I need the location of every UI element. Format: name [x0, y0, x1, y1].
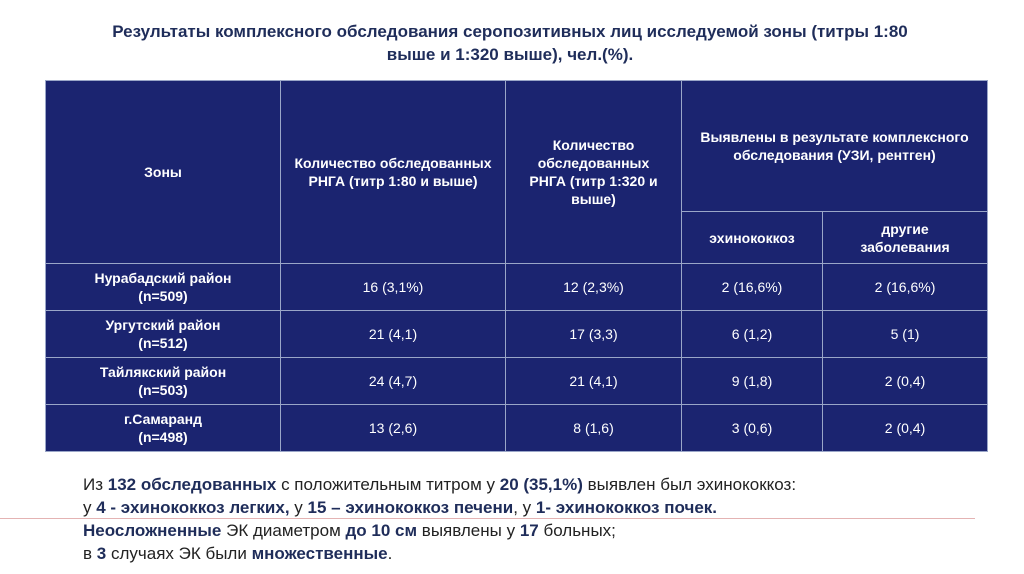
note-text: случаях ЭК были	[106, 544, 252, 563]
slide-title: Результаты комплексного обследования сер…	[112, 22, 908, 64]
data-cell: 21 (4,1)	[280, 310, 506, 358]
data-cell: 21 (4,1)	[505, 357, 682, 405]
note-text: , у	[513, 498, 536, 517]
zone-line: Ургутский район	[105, 317, 221, 333]
note-text: 15 – эхинококкоз печени	[307, 498, 514, 517]
data-cell: 12 (2,3%)	[505, 263, 682, 311]
zone-cell: Нурабадский район (n=509)	[45, 263, 281, 311]
divider	[0, 518, 975, 519]
note-line: Из 132 обследованных с положительным тит…	[83, 473, 796, 496]
data-cell: 24 (4,7)	[280, 357, 506, 405]
data-cell: 2 (16,6%)	[821, 263, 989, 311]
zone-cell: Тайлякский район (n=503)	[45, 357, 281, 405]
note-text: выявлен был эхинококкоз:	[582, 475, 797, 494]
data-cell: 5 (1)	[821, 310, 989, 358]
note-text: 4 - эхинококкоз легких,	[96, 498, 290, 517]
data-cell: 2 (0,4)	[821, 404, 989, 452]
data-cell: 13 (2,6)	[280, 404, 506, 452]
header-cell: эхинококкоз	[681, 211, 823, 264]
table-row: Нурабадский район (n=509) 16 (3,1%) 12 (2,3…	[45, 263, 989, 311]
zone-cell: г.Самаранд (n=498)	[45, 404, 281, 452]
note-text: 17	[519, 521, 539, 540]
note-text: Неосложненные	[83, 521, 222, 540]
note-text: выявлены у	[417, 521, 520, 540]
data-cell: 9 (1,8)	[681, 357, 823, 405]
table-row: Ургутский район (n=512) 21 (4,1) 17 (3,3) 6 …	[45, 310, 989, 358]
results-table: Зоны Количество обследованных РНГА (титр…	[45, 80, 989, 452]
note-text: 3	[96, 544, 107, 563]
zone-line: (n=503)	[138, 382, 188, 398]
data-cell: 3 (0,6)	[681, 404, 823, 452]
data-cell: 16 (3,1%)	[280, 263, 506, 311]
data-cell: 2 (0,4)	[821, 357, 989, 405]
note-text: 20 (35,1%)	[499, 475, 583, 494]
note-text: с положительным титром у	[276, 475, 500, 494]
note-text: до 10 см	[345, 521, 418, 540]
note-text: 1- эхинококкоз почек.	[535, 498, 717, 517]
note-text: у	[83, 498, 97, 517]
note-text: ЭК диаметром	[221, 521, 346, 540]
header-cell: Количество обследованных РНГА (титр 1:32…	[505, 80, 682, 264]
header-cell: другие заболевания	[821, 211, 989, 264]
note-line: у 4 - эхинококкоз легких, у 15 – эхиноко…	[83, 496, 796, 519]
data-cell: 8 (1,6)	[505, 404, 682, 452]
note-text: Из	[83, 475, 108, 494]
data-cell: 6 (1,2)	[681, 310, 823, 358]
note-text: 132 обследованных	[107, 475, 277, 494]
table-row: Тайлякский район (n=503) 24 (4,7) 21 (4,1) 9…	[45, 357, 989, 405]
note-text: .	[387, 544, 393, 563]
header-cell: Выявлены в результате комплексного обсле…	[680, 80, 989, 212]
table-row: г.Самаранд (n=498) 13 (2,6) 8 (1,6) 3 (0,6) 2…	[45, 404, 989, 452]
header-cell: Количество обследованных РНГА (титр 1:80…	[280, 80, 506, 264]
zone-cell: Ургутский район (n=512)	[45, 310, 281, 358]
zone-line: (n=509)	[138, 288, 188, 304]
table-body: Нурабадский район (n=509) 16 (3,1%) 12 (2,3…	[45, 263, 989, 452]
header-cell: Зоны	[45, 80, 281, 264]
note-text: множественные	[251, 544, 388, 563]
note-text: в	[83, 544, 97, 563]
note-text: больных;	[538, 521, 616, 540]
zone-line: (n=498)	[138, 429, 188, 445]
note-text: у	[289, 498, 308, 517]
zone-line: Нурабадский район	[94, 270, 232, 286]
zone-line: Тайлякский район	[99, 364, 227, 380]
note-line: Неосложненные ЭК диаметром до 10 см выяв…	[83, 519, 796, 542]
note-line: в 3 случаях ЭК были множественные.	[83, 542, 796, 565]
notes: Из 132 обследованных с положительным тит…	[83, 473, 796, 565]
zone-line: г.Самаранд	[123, 411, 203, 427]
data-cell: 2 (16,6%)	[681, 263, 823, 311]
data-cell: 17 (3,3)	[505, 310, 682, 358]
zone-line: (n=512)	[138, 335, 188, 351]
